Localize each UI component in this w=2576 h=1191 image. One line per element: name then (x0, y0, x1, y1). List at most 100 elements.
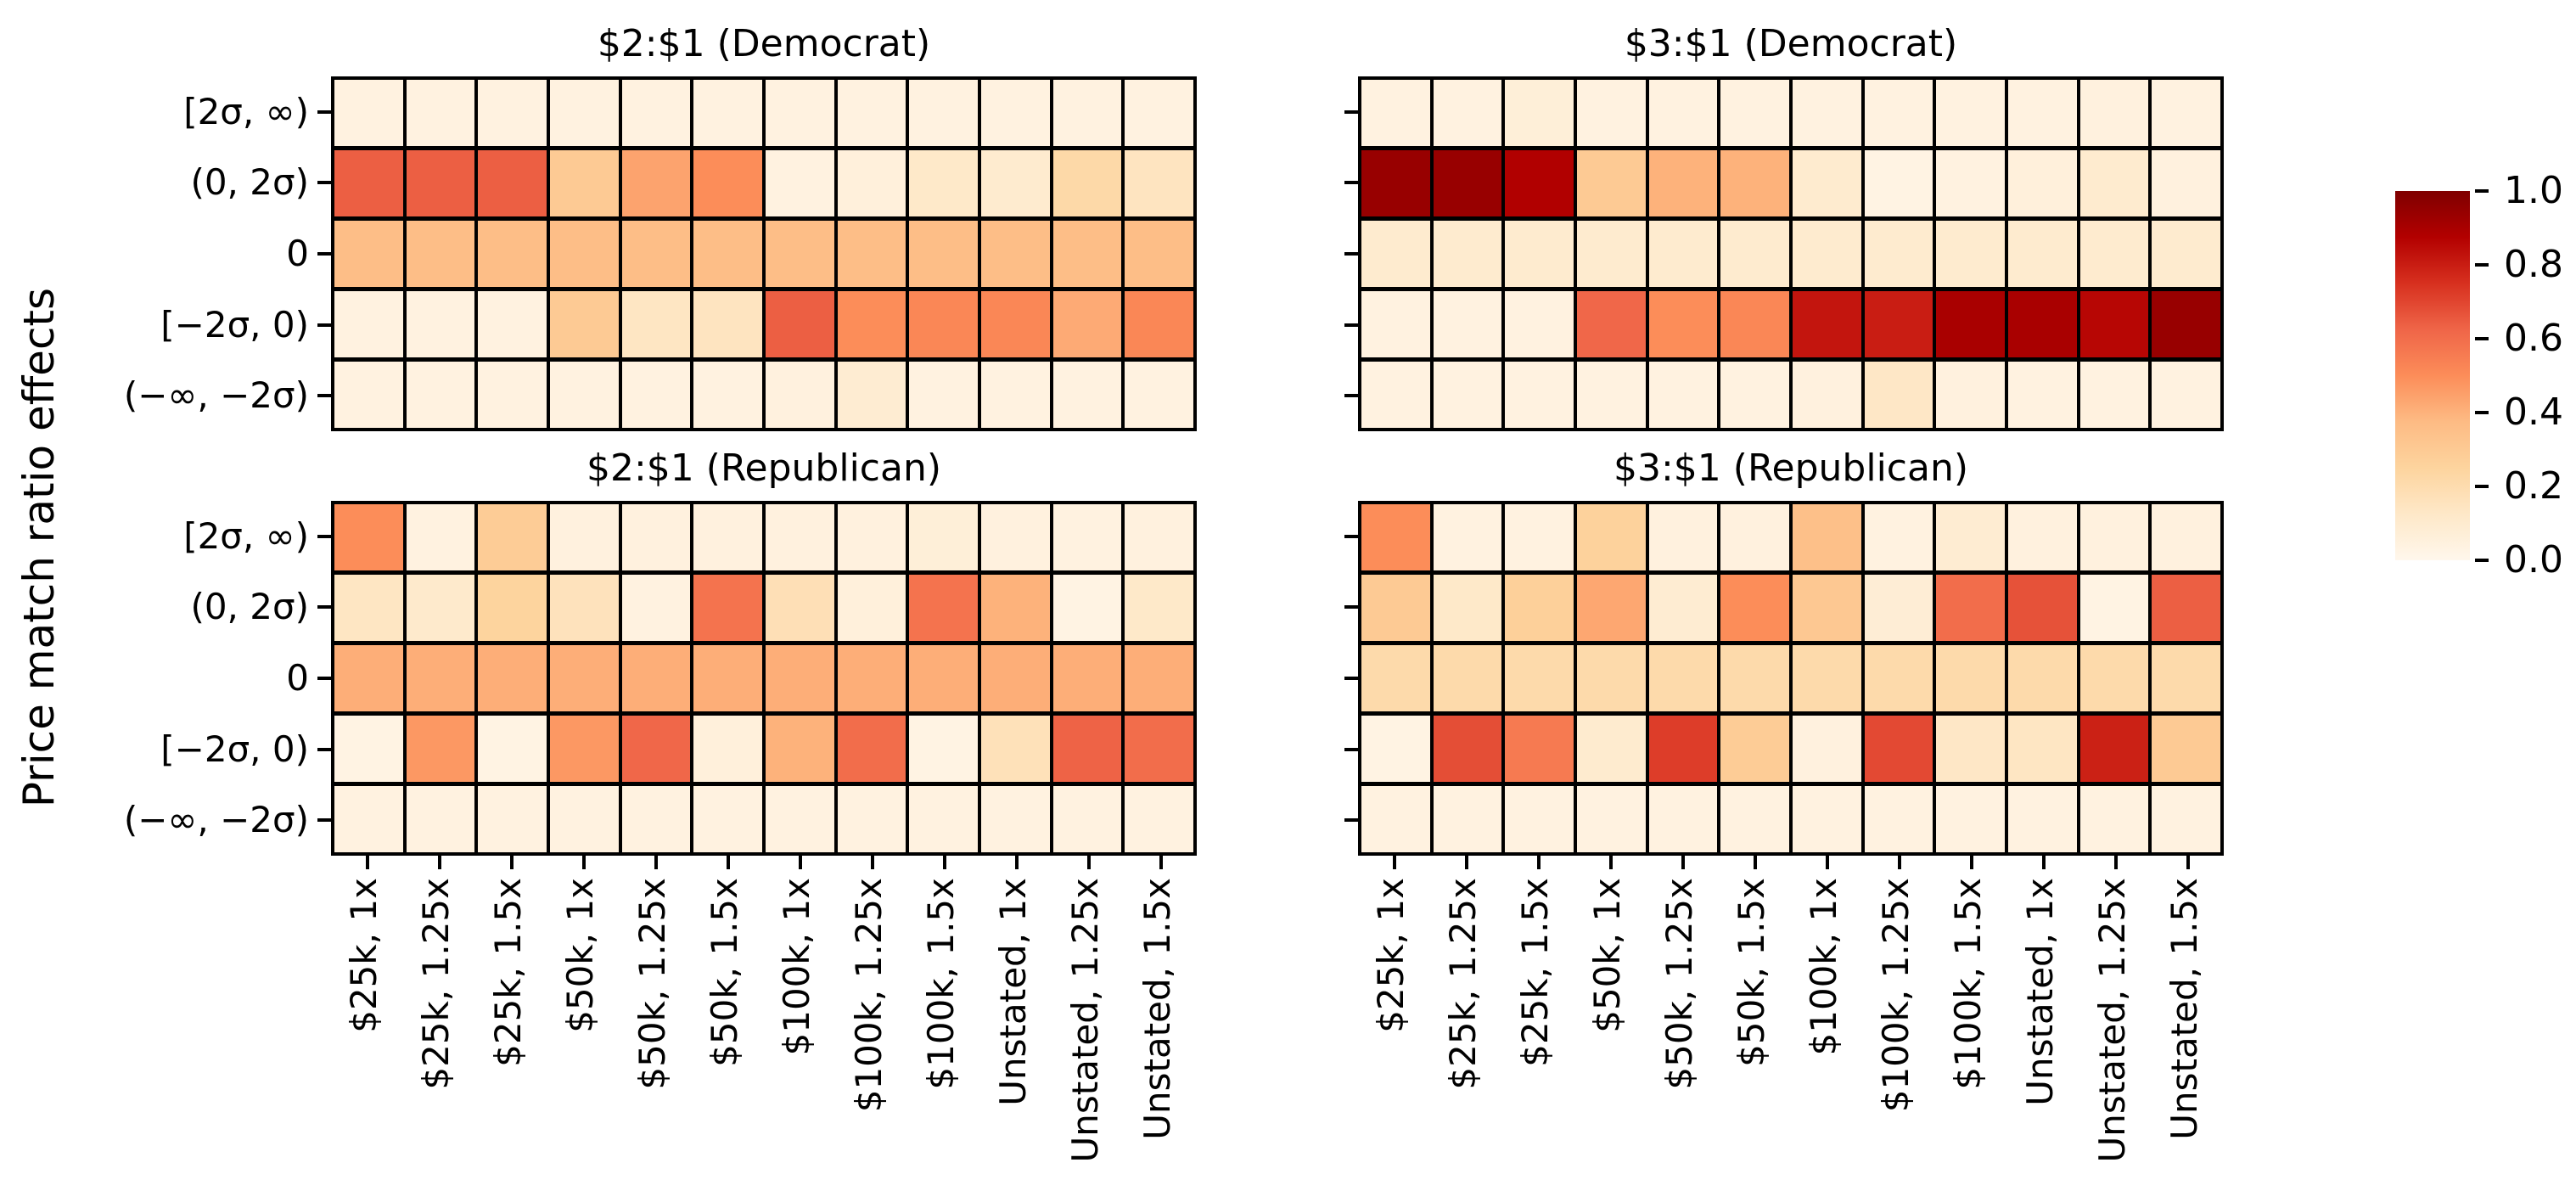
heatmap-cell (765, 291, 834, 357)
heatmap-cell (2007, 80, 2077, 146)
heatmap-cell (478, 645, 547, 711)
heatmap-cell (1936, 221, 2005, 287)
heatmap-cell (1361, 645, 1430, 711)
heatmap-cell (1125, 362, 1193, 428)
heatmap-cell (1720, 80, 1789, 146)
heatmap-cell (1125, 80, 1193, 146)
x-tick-label: $25k, 1x (342, 878, 384, 1033)
heatmap-cell (2152, 80, 2220, 146)
heatmap-cell (549, 504, 619, 570)
colorbar-tick-label: 0.4 (2504, 390, 2563, 434)
heatmap-cell (693, 645, 762, 711)
heatmap-cell (2079, 786, 2149, 852)
heatmap-cell (1125, 221, 1193, 287)
heatmap-cell (478, 575, 547, 641)
heatmap-cell (1936, 150, 2005, 216)
heatmap-cell (2007, 716, 2077, 782)
heatmap-cell (2079, 221, 2149, 287)
heatmap-cell (1648, 786, 1718, 852)
heatmap-axes-bottom-right (1358, 501, 2224, 856)
heatmap-cell (837, 645, 906, 711)
y-tick-mark (1344, 605, 1358, 610)
heatmap-cell (693, 786, 762, 852)
y-tick-label: (−∞, −2σ) (123, 799, 309, 841)
x-tick-mark (870, 856, 874, 869)
heatmap-cell (765, 504, 834, 570)
x-tick-mark (1464, 856, 1468, 869)
heatmap-cell (765, 645, 834, 711)
heatmap-cell (1576, 716, 1646, 782)
heatmap-cell (406, 362, 475, 428)
heatmap-cell (1648, 291, 1718, 357)
heatmap-cell (1864, 716, 1933, 782)
y-tick-mark (317, 252, 331, 256)
heatmap-cell (1052, 786, 1122, 852)
colorbar (2395, 191, 2470, 560)
heatmap-cell (621, 150, 691, 216)
heatmap-cell (1936, 575, 2005, 641)
heatmap-cell (478, 291, 547, 357)
colorbar-tick-mark (2475, 337, 2489, 340)
heatmap-cell (1792, 150, 1861, 216)
heatmap-cell (2152, 362, 2220, 428)
x-tick-mark (1897, 856, 1901, 869)
x-tick-label: $25k, 1x (1369, 878, 1411, 1033)
colorbar-tick-label: 1.0 (2504, 169, 2563, 212)
heatmap-cell (406, 80, 475, 146)
y-tick-label: (0, 2σ) (190, 586, 309, 628)
x-tick-label: $25k, 1.5x (486, 878, 529, 1067)
heatmap-cell (478, 80, 547, 146)
heatmap-cell (2152, 645, 2220, 711)
heatmap-cell (1125, 786, 1193, 852)
x-tick-mark (1086, 856, 1091, 869)
heatmap-cell (1433, 221, 1502, 287)
heatmap-cell (1361, 80, 1430, 146)
heatmap-cell (1720, 362, 1789, 428)
x-tick-label: $100k, 1.5x (1946, 878, 1989, 1090)
heatmap-cell (1792, 80, 1861, 146)
heatmap-cell (406, 645, 475, 711)
heatmap-cell (478, 504, 547, 570)
heatmap-cell (549, 221, 619, 287)
heatmap-cell (2007, 150, 2077, 216)
heatmap-cell (1125, 291, 1193, 357)
x-tick-label: Unstated, 1x (2018, 878, 2061, 1106)
heatmap-cell (1505, 575, 1574, 641)
heatmap-cell (1125, 645, 1193, 711)
heatmap-cell (406, 716, 475, 782)
heatmap-cell (837, 150, 906, 216)
heatmap-cell (2007, 221, 2077, 287)
heatmap-cell (1433, 362, 1502, 428)
x-tick-label: $50k, 1x (1585, 878, 1628, 1033)
heatmap-cell (1936, 716, 2005, 782)
heatmap-cell (406, 221, 475, 287)
heatmap-cell (1125, 504, 1193, 570)
x-tick-mark (2186, 856, 2190, 869)
y-tick-mark (317, 818, 331, 823)
heatmap-cell (909, 80, 978, 146)
heatmap-cell (334, 716, 403, 782)
heatmap-cell (980, 150, 1050, 216)
heatmap-cell (693, 291, 762, 357)
y-tick-mark (1344, 323, 1358, 327)
heatmap-cell (693, 150, 762, 216)
panel-title-bottom-left: $2:$1 (Republican) (586, 447, 942, 490)
heatmap-cell (837, 221, 906, 287)
heatmap-cell (1792, 645, 1861, 711)
heatmap-cell (980, 221, 1050, 287)
heatmap-cell (1792, 291, 1861, 357)
heatmap-cell (1864, 150, 1933, 216)
heatmap-cell (549, 575, 619, 641)
heatmap-cell (1864, 221, 1933, 287)
heatmap-cell (1505, 291, 1574, 357)
heatmap-cell (909, 575, 978, 641)
heatmap-cell (693, 221, 762, 287)
heatmap-cell (1792, 575, 1861, 641)
heatmap-cell (1792, 504, 1861, 570)
heatmap-cell (909, 362, 978, 428)
heatmap-cell (1864, 362, 1933, 428)
heatmap-cell (549, 150, 619, 216)
heatmap-cell (1505, 716, 1574, 782)
heatmap-cell (1433, 575, 1502, 641)
x-tick-label: $100k, 1.25x (847, 878, 890, 1113)
